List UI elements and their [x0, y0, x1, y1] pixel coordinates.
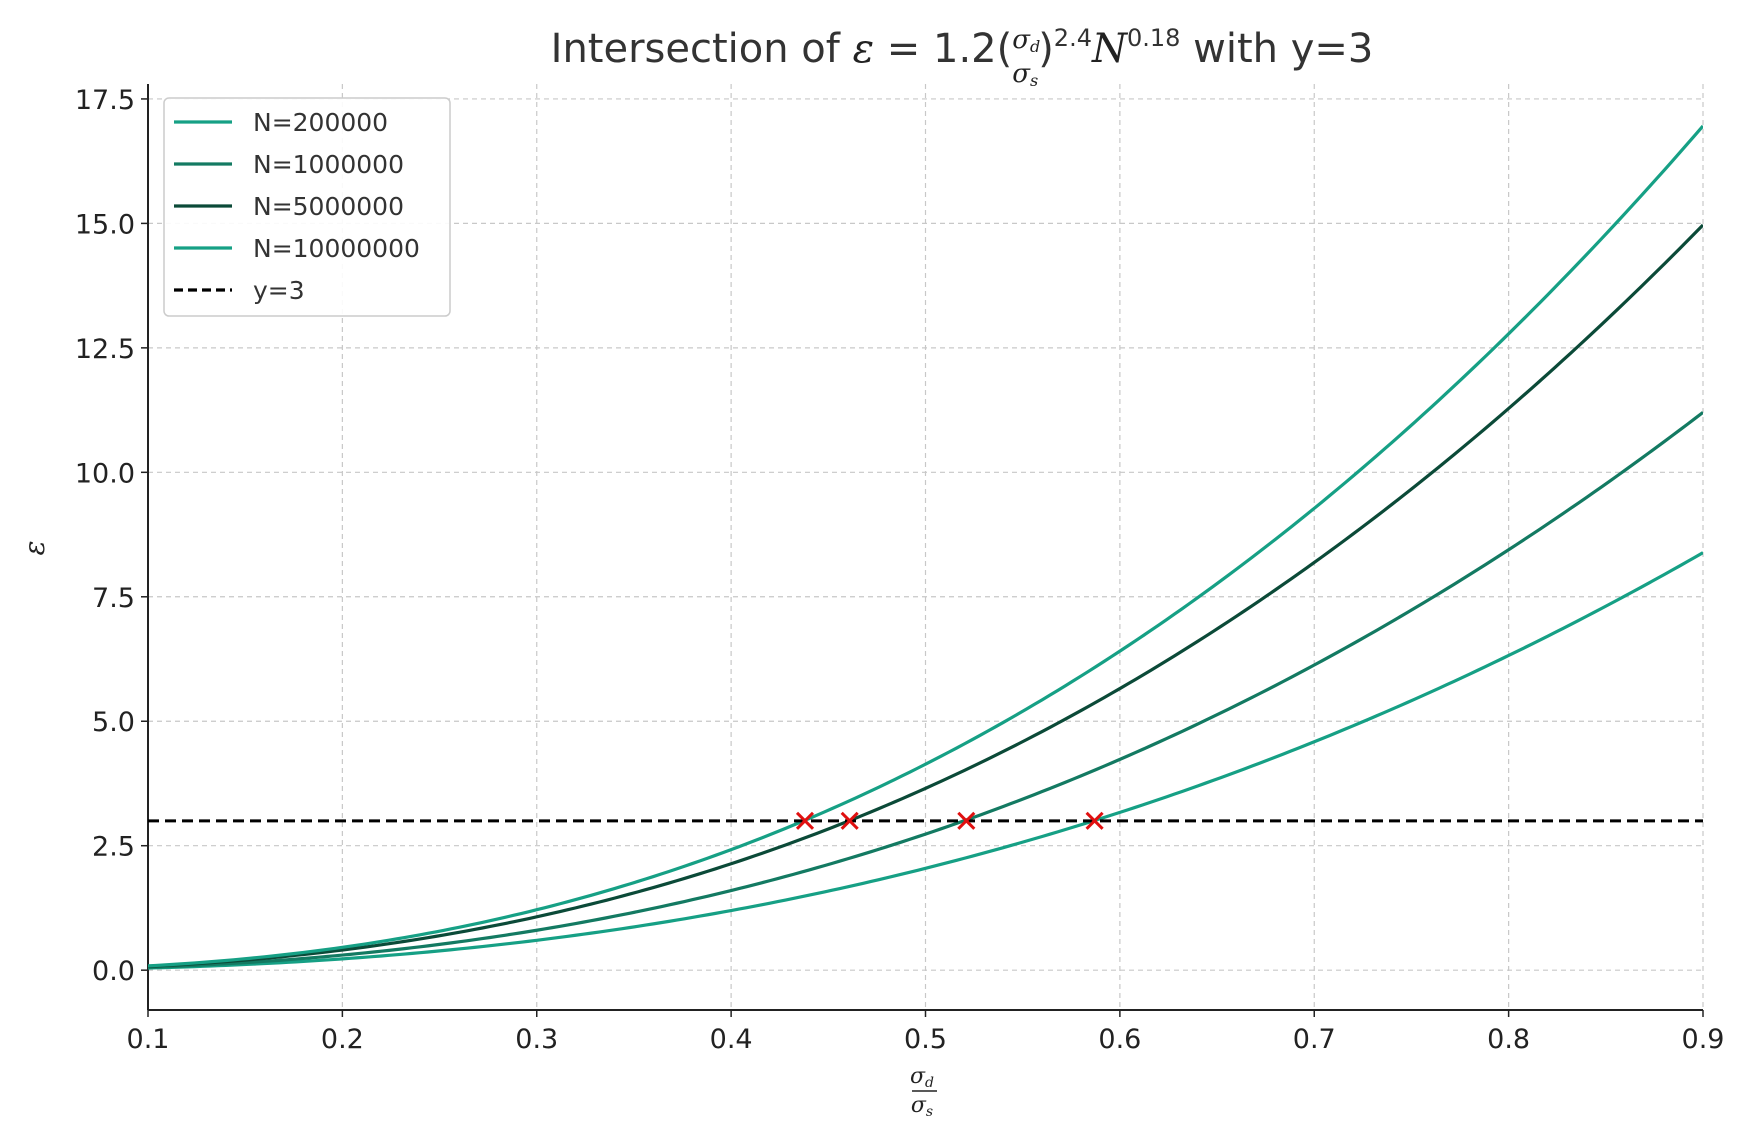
y-tick-label: 10.0: [75, 458, 135, 489]
legend-label: N=5000000: [253, 192, 404, 221]
xlabel-denominator: σ: [911, 1093, 927, 1118]
marker-stroke: [840, 811, 859, 830]
legend-label: N=1000000: [253, 150, 404, 179]
series-line: [148, 124, 1703, 968]
xlabel-denominator-sub: s: [926, 1104, 933, 1120]
y-tick-label: 7.5: [92, 583, 135, 614]
title-frac-num: σ: [1012, 25, 1031, 55]
grid: [147, 84, 1704, 1010]
y-tick-label: 17.5: [75, 85, 135, 116]
x-tick-label: 0.3: [515, 1024, 558, 1055]
title-prefix: Intersection of: [551, 26, 853, 72]
xlabel-numerator: σ: [910, 1064, 926, 1089]
marker-stroke: [957, 811, 976, 830]
intersection-markers: [795, 811, 1104, 830]
axes: [141, 84, 1704, 1017]
intersection-marker: [795, 811, 815, 830]
x-tick-label: 0.9: [1682, 1024, 1725, 1055]
x-tick-label: 0.8: [1487, 1024, 1530, 1055]
tick-labels: 0.1 0.2 0.3 0.4 0.5 0.6 0.7 0.8 0.9 0.0 2.5 5.0 7.5 1…: [75, 85, 1725, 1055]
marker-stroke: [1085, 811, 1104, 830]
title-exponent: 2.4: [1054, 24, 1092, 52]
series-line: [148, 551, 1703, 970]
title-frac-den: σ: [1012, 59, 1031, 89]
svg-text:σs: σs: [911, 1093, 933, 1120]
intersection-marker: [957, 811, 976, 830]
legend-frame: [163, 97, 451, 317]
legend-label: N=10000000: [253, 234, 420, 263]
x-tick-label: 0.4: [710, 1024, 753, 1055]
intersection-marker: [840, 811, 859, 830]
y-tick-label: 12.5: [75, 334, 135, 365]
x-tick-label: 0.6: [1098, 1024, 1141, 1055]
xlabel-numerator-sub: d: [925, 1075, 934, 1091]
x-tick-label: 0.7: [1293, 1024, 1336, 1055]
x-tick-label: 0.1: [127, 1024, 170, 1055]
title-frac-num-sub: d: [1030, 37, 1040, 56]
legend-label: N=200000: [253, 108, 388, 137]
title-frac-den-sub: s: [1030, 71, 1038, 90]
svg-text:σd: σd: [910, 1064, 934, 1091]
legend-label: y=3: [253, 276, 305, 305]
y-axis-label: ε: [18, 540, 51, 555]
plot-area: [148, 124, 1703, 970]
series-line: [148, 223, 1703, 968]
y-tick-label: 5.0: [92, 707, 135, 738]
title-suffix: with y=3: [1180, 26, 1373, 72]
x-axis-label: σd σs: [910, 1064, 937, 1120]
x-tick-label: 0.5: [904, 1024, 947, 1055]
y-tick-label: 2.5: [92, 832, 135, 863]
marker-stroke: [795, 811, 815, 830]
title-equation: = 1.2(: [874, 26, 1012, 72]
x-tick-label: 0.2: [321, 1024, 364, 1055]
title-N: N: [1091, 26, 1129, 72]
y-tick-label: 15.0: [75, 209, 135, 240]
title-n-exponent: 0.18: [1127, 24, 1180, 52]
legend: N=200000 N=1000000 N=5000000 N=10000000 y=3: [163, 97, 451, 317]
legend-entries: N=200000 N=1000000 N=5000000 N=10000000 y=3: [174, 108, 420, 305]
series-line: [148, 411, 1703, 969]
y-tick-label: 0.0: [92, 956, 135, 987]
title-epsilon: ε: [853, 26, 874, 72]
intersection-marker: [1085, 811, 1104, 830]
title-close-paren: ): [1038, 26, 1054, 72]
chart-title: Intersection of ε = 1.2(σd σs)2.4N0.18 wi…: [551, 24, 1374, 90]
